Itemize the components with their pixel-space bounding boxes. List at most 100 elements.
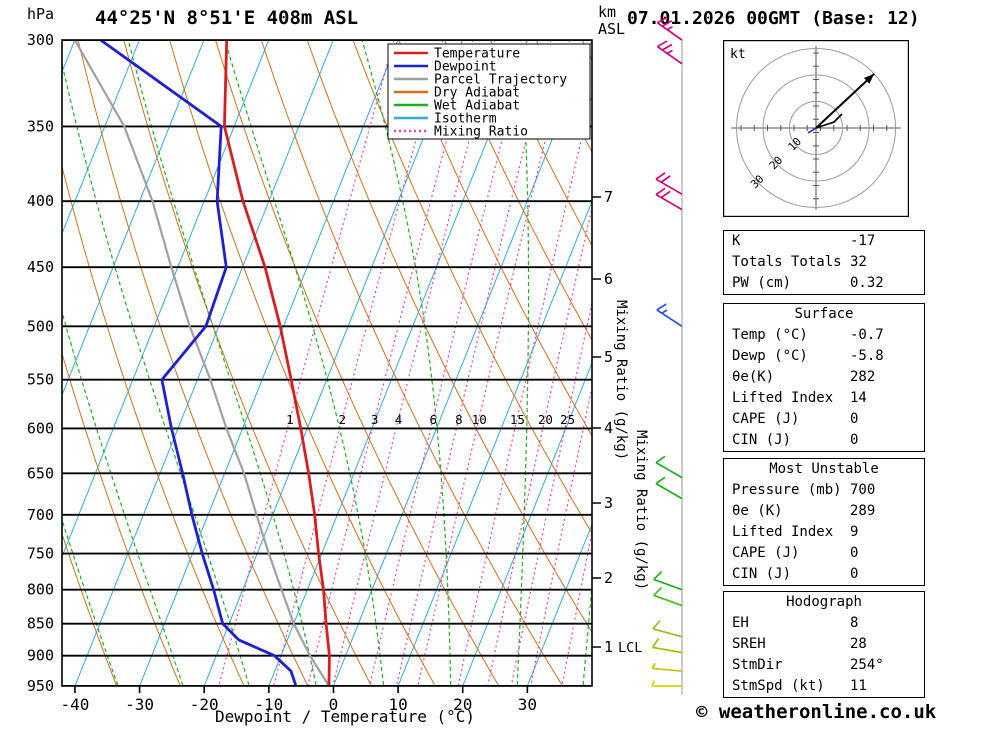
- legend-label: Parcel Trajectory: [434, 73, 567, 88]
- svg-text:30: 30: [518, 695, 537, 714]
- x-axis-label: Dewpoint / Temperature (°C): [214, 707, 476, 726]
- svg-text:3: 3: [604, 494, 613, 512]
- row-label: Dewp (°C): [732, 348, 808, 364]
- table-title: Surface: [794, 306, 854, 322]
- hodograph-ring: [736, 48, 896, 208]
- hodograph-ring: [762, 74, 870, 182]
- hodograph-ring: [789, 101, 843, 155]
- svg-text:750: 750: [27, 545, 54, 563]
- row-label: Totals Totals: [732, 254, 842, 270]
- svg-text:15: 15: [510, 412, 525, 427]
- svg-text:0: 0: [329, 695, 339, 714]
- row-label: EH: [732, 615, 749, 631]
- svg-text:650: 650: [27, 464, 54, 482]
- row-value: 9: [850, 524, 859, 540]
- wind-barb: [651, 680, 682, 687]
- row-value: -17: [850, 233, 876, 249]
- row-label: Lifted Index: [732, 390, 834, 406]
- datetime-title: 07.01.2026 00GMT (Base: 12): [627, 8, 920, 29]
- svg-text:400: 400: [27, 192, 54, 210]
- row-label: SREH: [732, 636, 766, 652]
- svg-text:6: 6: [604, 270, 613, 288]
- mixing-ratio-axis-label: Mixing Ratio (g/kg): [633, 430, 649, 590]
- wind-barb: [653, 586, 683, 607]
- svg-text:6: 6: [430, 412, 438, 427]
- table-row: CAPE (J) 0: [724, 543, 924, 564]
- row-label: K: [732, 233, 741, 249]
- wind-barb: [655, 476, 683, 500]
- svg-text:350: 350: [27, 117, 54, 135]
- svg-text:700: 700: [27, 506, 54, 524]
- row-value: 0: [850, 432, 859, 448]
- legend-label: Mixing Ratio: [434, 125, 528, 140]
- sounding-chart-svg: 1 2 3 4 6 8 10 15 20 2530035040045050055060065070…: [27, 16, 683, 714]
- table-row: Lifted Index 9: [724, 522, 924, 543]
- row-value: 32: [850, 254, 867, 270]
- svg-text:800: 800: [27, 581, 54, 599]
- km-tick-labels: 1 2 3 4 5 6 7: [592, 188, 613, 656]
- svg-text:2: 2: [338, 412, 346, 427]
- wind-barb: [656, 16, 683, 41]
- table-row: θe(K) 282: [724, 367, 924, 388]
- row-label: θe (K): [732, 503, 783, 519]
- svg-text:850: 850: [27, 615, 54, 633]
- page-title: 44°25'N 8°51'E 408m ASL: [95, 7, 359, 29]
- row-label: PW (cm): [732, 275, 792, 291]
- mixing-ratio-labels: 1 2 3 4 6 8 10 15 20 25: [286, 412, 575, 427]
- row-label: Pressure (mb): [732, 482, 842, 498]
- row-label: Temp (°C): [732, 327, 808, 343]
- hodograph-trace: [815, 113, 843, 129]
- svg-text:600: 600: [27, 419, 54, 437]
- row-value: 0.32: [850, 275, 884, 291]
- svg-text:450: 450: [27, 258, 54, 276]
- table-row: CIN (J) 0: [724, 430, 924, 451]
- table-row: θe (K) 289: [724, 501, 924, 522]
- temperature-tick-labels: -40 -30 -20 -10 0 10 20 30: [60, 686, 537, 714]
- row-value: 0: [850, 566, 859, 582]
- table-title: Hodograph: [786, 594, 862, 610]
- wind-barb: [651, 637, 683, 654]
- row-value: 282: [850, 369, 876, 385]
- svg-text:4: 4: [395, 412, 403, 427]
- row-label: StmDir: [732, 657, 783, 673]
- table-row: Temp (°C) -0.7: [724, 325, 924, 346]
- legend-label: Dry Adiabat: [434, 86, 520, 101]
- stats-table-indices: K -17 Totals Totals 32 PW (cm) 0.32: [723, 230, 925, 295]
- row-value: 700: [850, 482, 876, 498]
- stats-table-most-unstable: Most Unstable Pressure (mb) 700 θe (K) 289 Li…: [723, 458, 925, 586]
- lcl-label: LCL: [618, 640, 642, 656]
- table-row: Totals Totals 32: [724, 252, 924, 273]
- svg-text:-20: -20: [190, 695, 219, 714]
- plot-frame: [61, 39, 593, 687]
- legend-label: Dewpoint: [434, 60, 497, 75]
- temperature-curve: [223, 40, 331, 686]
- row-value: 14: [850, 390, 867, 406]
- svg-text:2: 2: [604, 569, 613, 587]
- svg-text:25: 25: [560, 412, 575, 427]
- row-value: 254°: [850, 657, 884, 673]
- row-value: -5.8: [850, 348, 884, 364]
- table-row: K -17: [724, 231, 924, 252]
- row-label: CAPE (J): [732, 411, 800, 427]
- table-row: SREH 28: [724, 634, 924, 655]
- row-value: 289: [850, 503, 876, 519]
- svg-text:4: 4: [604, 419, 613, 437]
- row-label: CIN (J): [732, 432, 792, 448]
- wind-barb: [655, 187, 683, 211]
- row-value: 0: [850, 411, 859, 427]
- storm-motion-arrow: [815, 73, 875, 129]
- svg-text:3: 3: [371, 412, 379, 427]
- svg-text:-10: -10: [254, 695, 283, 714]
- row-label: θe(K): [732, 369, 775, 385]
- table-row: Lifted Index 14: [724, 388, 924, 409]
- row-value: 0: [850, 545, 859, 561]
- svg-text:300: 300: [27, 31, 54, 49]
- svg-text:8: 8: [455, 412, 463, 427]
- table-row: StmDir 254°: [724, 655, 924, 676]
- row-value: 8: [850, 615, 859, 631]
- stats-table-hodograph: Hodograph EH 8 SREH 28 StmDir 254° StmSpd (kt) 1…: [723, 591, 925, 698]
- km-unit-label: km: [598, 3, 617, 21]
- wind-barb-column: [651, 16, 683, 695]
